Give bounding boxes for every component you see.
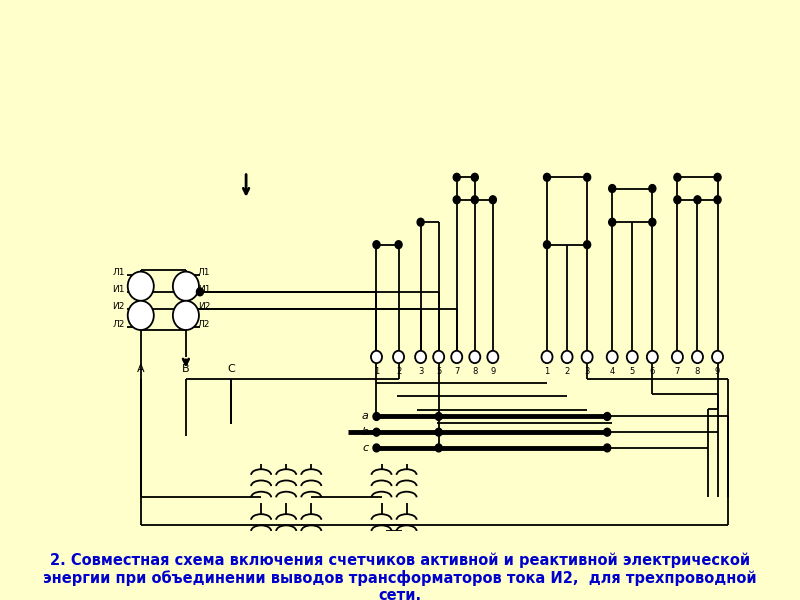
Circle shape: [454, 173, 460, 181]
Circle shape: [471, 196, 478, 203]
Text: И1: И1: [113, 285, 125, 294]
Circle shape: [433, 351, 444, 363]
Circle shape: [470, 351, 480, 363]
Circle shape: [128, 272, 154, 301]
Circle shape: [584, 241, 590, 248]
Circle shape: [415, 351, 426, 363]
Circle shape: [647, 351, 658, 363]
Circle shape: [609, 185, 616, 193]
Text: 6: 6: [650, 367, 655, 376]
Text: 8: 8: [694, 367, 700, 376]
Text: A: A: [137, 364, 145, 374]
Circle shape: [674, 196, 681, 203]
Circle shape: [393, 351, 404, 363]
Circle shape: [672, 351, 683, 363]
Circle shape: [604, 444, 610, 452]
Text: И2: И2: [113, 302, 125, 311]
Circle shape: [373, 428, 380, 436]
Circle shape: [373, 241, 380, 248]
Text: 7: 7: [674, 367, 680, 376]
Circle shape: [373, 444, 380, 452]
Text: B: B: [182, 364, 190, 374]
Circle shape: [606, 351, 618, 363]
Circle shape: [604, 413, 610, 421]
Text: 3: 3: [585, 367, 590, 376]
Circle shape: [487, 351, 498, 363]
Circle shape: [692, 351, 703, 363]
Circle shape: [417, 218, 424, 226]
Circle shape: [454, 196, 460, 203]
Text: 3: 3: [418, 367, 423, 376]
Circle shape: [694, 196, 701, 203]
Circle shape: [490, 196, 496, 203]
Circle shape: [674, 173, 681, 181]
Circle shape: [714, 196, 721, 203]
Text: 8: 8: [472, 367, 478, 376]
Text: 4: 4: [610, 367, 615, 376]
Text: 9: 9: [490, 367, 495, 376]
Text: 1: 1: [544, 367, 550, 376]
Text: 1: 1: [374, 367, 379, 376]
Text: 2: 2: [396, 367, 401, 376]
Text: 7: 7: [454, 367, 459, 376]
Text: 5: 5: [436, 367, 442, 376]
Circle shape: [173, 272, 199, 301]
Circle shape: [543, 241, 550, 248]
Text: c: c: [362, 443, 369, 453]
Circle shape: [582, 351, 593, 363]
Circle shape: [435, 444, 442, 452]
Circle shape: [562, 351, 573, 363]
Circle shape: [173, 301, 199, 330]
Circle shape: [584, 173, 590, 181]
Circle shape: [604, 428, 610, 436]
Circle shape: [649, 185, 656, 193]
Text: И1: И1: [198, 285, 210, 294]
Text: Л1: Л1: [113, 268, 125, 277]
Circle shape: [395, 241, 402, 248]
Circle shape: [712, 351, 723, 363]
Circle shape: [542, 351, 553, 363]
Circle shape: [543, 173, 550, 181]
Text: b: b: [362, 427, 369, 437]
Circle shape: [451, 351, 462, 363]
Circle shape: [471, 173, 478, 181]
Text: a: a: [362, 412, 369, 421]
Text: И2: И2: [198, 302, 210, 311]
Circle shape: [197, 288, 203, 296]
Text: Л2: Л2: [113, 320, 125, 329]
Circle shape: [609, 218, 616, 226]
Circle shape: [714, 173, 721, 181]
Circle shape: [435, 428, 442, 436]
Circle shape: [649, 218, 656, 226]
Circle shape: [371, 351, 382, 363]
Circle shape: [435, 413, 442, 421]
Text: 2: 2: [565, 367, 570, 376]
Text: Л2: Л2: [198, 320, 210, 329]
Text: Л1: Л1: [198, 268, 210, 277]
Text: 2. Совместная схема включения счетчиков активной и реактивной электрической
энер: 2. Совместная схема включения счетчиков …: [43, 552, 757, 600]
Text: C: C: [227, 364, 235, 374]
Text: 9: 9: [715, 367, 720, 376]
Circle shape: [626, 351, 638, 363]
Circle shape: [128, 301, 154, 330]
Text: 5: 5: [630, 367, 635, 376]
Circle shape: [373, 413, 380, 421]
